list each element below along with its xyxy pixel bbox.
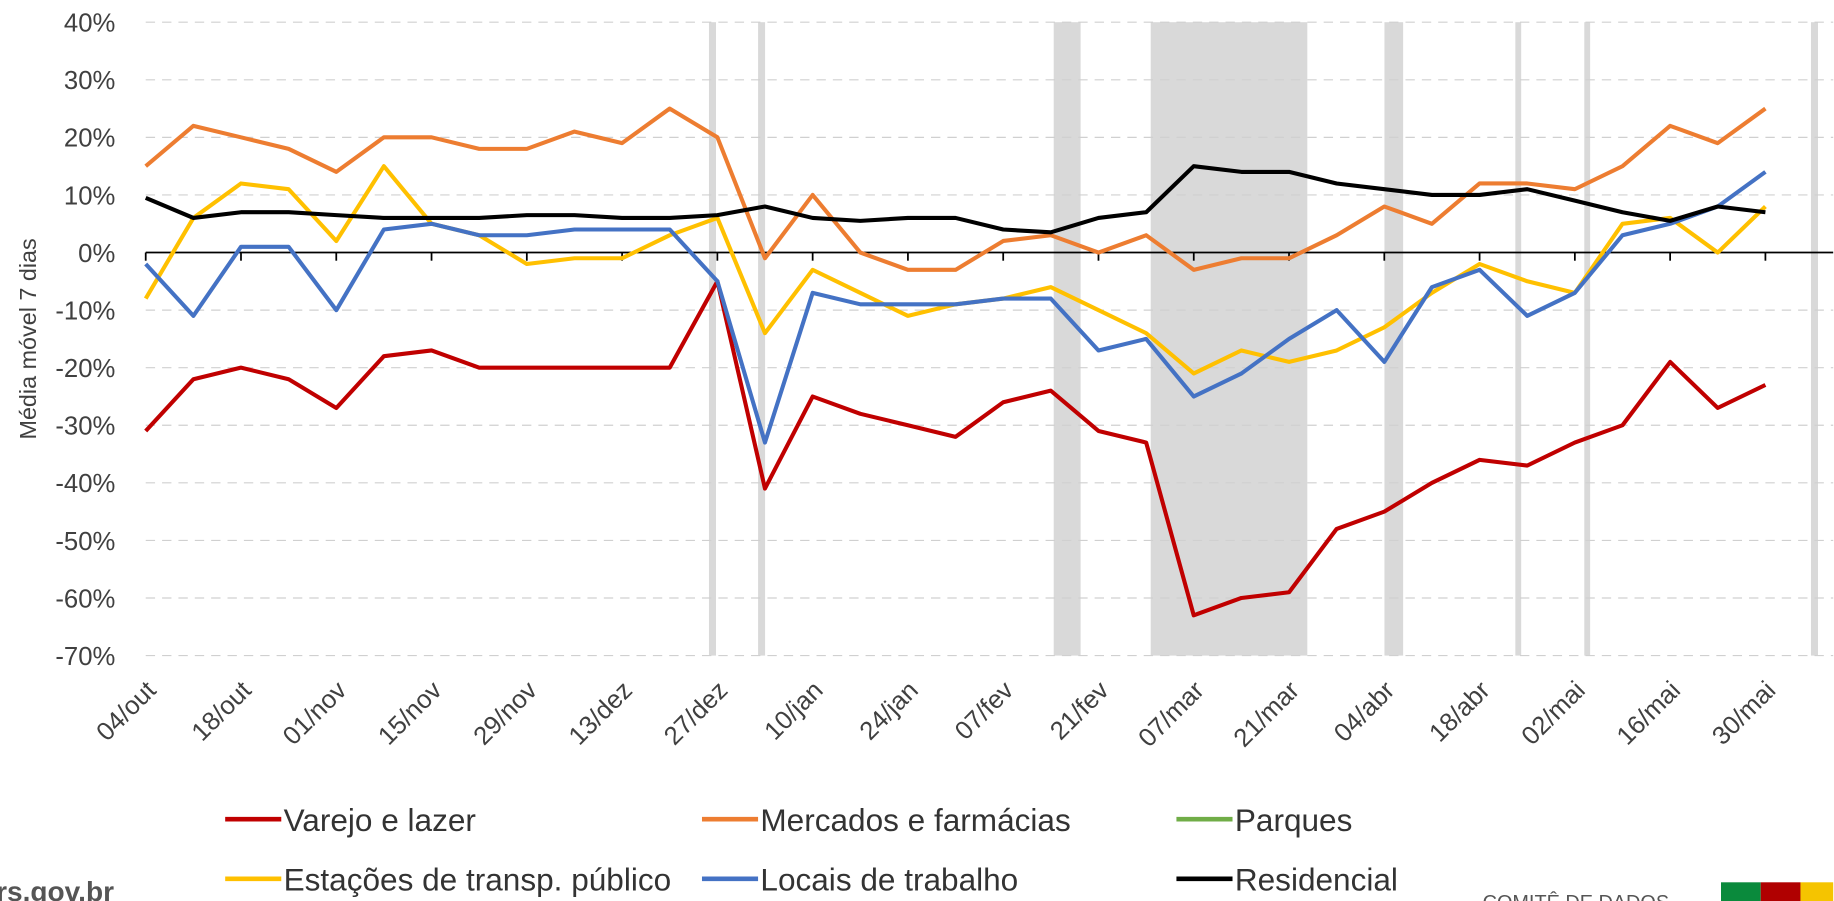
x-tick-label: 27/dez — [659, 676, 733, 750]
band — [1384, 22, 1404, 656]
x-tick-label: 02/mai — [1516, 676, 1590, 750]
y-tick-label: -20% — [55, 355, 115, 383]
series-line — [144, 170, 1767, 445]
legend-label: Parques — [1235, 802, 1353, 838]
band — [758, 22, 766, 656]
x-tick-label: 16/mai — [1612, 676, 1686, 750]
series — [143, 106, 1767, 618]
labels: -70% -60% -50% -40% -30% -20% -10% 0% 10% 20% 30% 4… — [55, 10, 1781, 898]
x-tick-label: 21/mar — [1229, 676, 1306, 753]
band — [708, 22, 716, 656]
x-tick-label: 01/nov — [278, 676, 352, 750]
band — [1584, 22, 1591, 656]
x-tick-label: 07/fev — [950, 676, 1019, 745]
legend-label: Estações de transp. público — [284, 861, 672, 897]
y-tick-label: 20% — [64, 125, 115, 153]
logo-flag — [1800, 882, 1834, 901]
logo-flag — [1721, 882, 1761, 901]
x-tick-label: 29/nov — [468, 676, 542, 750]
y-axis-label: Média móvel 7 dias — [15, 238, 41, 439]
y-tick-label: -30% — [55, 413, 115, 441]
y-tick-label: 40% — [64, 10, 115, 38]
legend-label: Locais de trabalho — [760, 861, 1018, 897]
x-tick-label: 13/dez — [564, 676, 638, 750]
x-tick-label: 21/fev — [1045, 676, 1114, 745]
series-line — [144, 279, 1767, 618]
y-tick-label: -40% — [55, 470, 115, 498]
logo-flag — [1760, 882, 1801, 901]
x-tick-label: 18/abr — [1424, 676, 1496, 748]
legend-label: Residencial — [1235, 861, 1398, 897]
x-tick-label: 07/mar — [1133, 676, 1210, 753]
band — [1810, 22, 1818, 656]
x-tick-label: 24/jan — [855, 676, 924, 745]
series-line — [144, 164, 1766, 235]
x-tick-label: 30/mai — [1707, 676, 1781, 750]
y-tick-label: 30% — [64, 67, 115, 95]
band — [1053, 22, 1081, 656]
band — [1150, 22, 1308, 656]
y-tick-label: -50% — [55, 528, 115, 556]
y-tick-label: -60% — [55, 585, 115, 613]
band — [1515, 22, 1522, 656]
source: rs.gov.br — [0, 876, 114, 901]
x-tick-label: 04/out — [91, 676, 161, 746]
y-tick-label: 0% — [78, 240, 115, 268]
y-tick-label: -70% — [55, 643, 115, 671]
highlight-bands — [708, 22, 1818, 656]
grid — [144, 21, 1834, 657]
y-tick-label: 10% — [64, 182, 115, 210]
y-tick-label: -10% — [55, 297, 115, 325]
legend-label: Varejo e lazer — [284, 802, 476, 838]
legend-label: Mercados e farmácias — [760, 802, 1070, 838]
x-tick-label: 10/jan — [759, 676, 828, 745]
series-line — [144, 106, 1767, 272]
x-tick-label: 18/out — [187, 676, 257, 746]
x-tick-label: 04/abr — [1329, 676, 1401, 748]
x-tick-label: 15/nov — [373, 676, 447, 750]
logo-text: COMITÊ DE DADOS — [1483, 891, 1669, 901]
